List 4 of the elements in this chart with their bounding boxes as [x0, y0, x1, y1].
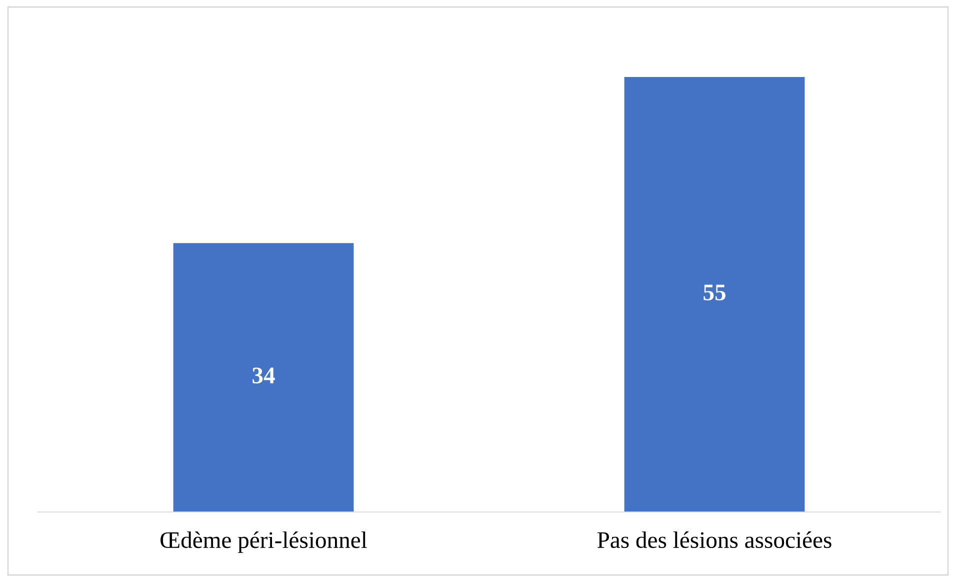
data-label: 55	[704, 284, 726, 300]
x-tick-label: Œdème péri-lésionnel	[160, 531, 367, 553]
x-tick-label: Pas des lésions associées	[597, 531, 832, 548]
data-label: 34	[252, 368, 275, 384]
